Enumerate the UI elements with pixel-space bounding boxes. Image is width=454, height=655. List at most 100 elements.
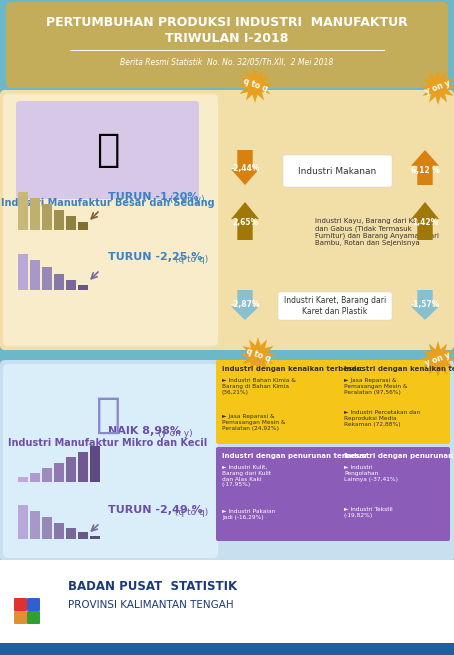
Text: (y on y): (y on y) (167, 195, 205, 204)
FancyBboxPatch shape (14, 611, 27, 624)
Bar (0, 560, 454, 655)
Bar (18, 477, 28, 482)
Polygon shape (349, 482, 387, 532)
Polygon shape (420, 341, 454, 377)
Polygon shape (231, 202, 259, 240)
Polygon shape (349, 387, 387, 442)
Text: TURUN -1,20%: TURUN -1,20% (108, 192, 198, 202)
Text: PROVINSI KALIMANTAN TENGAH: PROVINSI KALIMANTAN TENGAH (68, 600, 234, 610)
Text: TURUN -2,49 %: TURUN -2,49 % (108, 505, 203, 515)
Bar (54, 523, 64, 539)
Text: TURUN -2,25 %: TURUN -2,25 % (108, 252, 202, 262)
Text: Industri Manufaktur Besar dan Sedang: Industri Manufaktur Besar dan Sedang (1, 198, 215, 208)
Text: Industri Manufaktur Mikro dan Kecil: Industri Manufaktur Mikro dan Kecil (8, 438, 207, 448)
Polygon shape (231, 290, 259, 320)
Text: ► Industri Bahan Kimia &
Barang di Bahan Kimia
(36,21%): ► Industri Bahan Kimia & Barang di Bahan… (222, 378, 296, 394)
FancyBboxPatch shape (3, 364, 218, 558)
Text: Industri dengan penurunan terbesar:: Industri dengan penurunan terbesar: (344, 453, 454, 459)
Text: 2,65%: 2,65% (232, 217, 258, 227)
Bar (18, 254, 28, 290)
FancyBboxPatch shape (27, 598, 40, 611)
FancyBboxPatch shape (338, 447, 450, 541)
Polygon shape (411, 150, 439, 185)
Text: Industri Karet, Barang dari
Karet dan Plastik: Industri Karet, Barang dari Karet dan Pl… (284, 296, 386, 316)
FancyBboxPatch shape (216, 447, 340, 541)
Text: BADAN PUSAT  STATISTIK: BADAN PUSAT STATISTIK (68, 580, 237, 593)
Text: (q to q): (q to q) (172, 508, 208, 517)
Polygon shape (411, 290, 439, 320)
Bar (30, 511, 40, 539)
Text: Industri dengan penurunan terbesar:: Industri dengan penurunan terbesar: (222, 453, 370, 459)
Bar (0, 643, 454, 655)
FancyBboxPatch shape (3, 94, 218, 346)
Bar (54, 210, 64, 230)
Bar (42, 204, 52, 230)
Polygon shape (231, 150, 259, 185)
Text: 🏢: 🏢 (95, 394, 120, 436)
FancyBboxPatch shape (0, 360, 454, 562)
Bar (54, 274, 64, 290)
Bar (30, 260, 40, 290)
Text: 1,42%: 1,42% (412, 217, 438, 227)
Text: -2,87%: -2,87% (230, 301, 260, 310)
Bar (78, 222, 88, 230)
FancyBboxPatch shape (27, 611, 40, 624)
Polygon shape (229, 482, 267, 532)
Text: -1,57%: -1,57% (410, 301, 439, 310)
Text: ► Industri Percetakan dan
Reproduksi Media
Rekaman (72,88%): ► Industri Percetakan dan Reproduksi Med… (344, 410, 420, 426)
Bar (18, 192, 28, 230)
Text: NAIK 8,98%: NAIK 8,98% (108, 426, 181, 436)
Bar (42, 517, 52, 539)
Text: Industri dengan kenaikan terbesar:: Industri dengan kenaikan terbesar: (344, 366, 454, 372)
Text: ► Jasa Reparasi &
Pemasangan Mesin &
Peralatan (24,92%): ► Jasa Reparasi & Pemasangan Mesin & Per… (222, 414, 286, 430)
Polygon shape (420, 69, 454, 105)
FancyBboxPatch shape (6, 2, 448, 88)
Polygon shape (229, 387, 267, 442)
Bar (78, 285, 88, 290)
Text: PERTUMBUHAN PRODUKSI INDUSTRI  MANUFAKTUR: PERTUMBUHAN PRODUKSI INDUSTRI MANUFAKTUR (46, 16, 408, 29)
Text: q to q: q to q (245, 346, 271, 364)
FancyBboxPatch shape (338, 360, 450, 444)
Polygon shape (240, 337, 276, 373)
Text: y on y: y on y (424, 350, 452, 367)
Text: ► Jasa Reparasi &
Pemasangan Mesin &
Peralatan (97,56%): ► Jasa Reparasi & Pemasangan Mesin & Per… (344, 378, 408, 394)
Text: y on y: y on y (424, 79, 452, 96)
Text: ► Industri Pakaian
Jadi (-16,29%): ► Industri Pakaian Jadi (-16,29%) (222, 509, 275, 520)
FancyBboxPatch shape (16, 101, 199, 199)
Bar (78, 452, 88, 482)
Text: Industri Makanan: Industri Makanan (298, 166, 376, 176)
Polygon shape (411, 202, 439, 240)
Bar (66, 528, 76, 539)
Text: 🏭: 🏭 (96, 131, 120, 169)
Text: (q to q): (q to q) (172, 255, 208, 264)
Text: ► Industri
Pengolahan
Lainnya (-37,41%): ► Industri Pengolahan Lainnya (-37,41%) (344, 465, 398, 481)
Bar (30, 473, 40, 482)
Bar (66, 457, 76, 482)
Text: Industri Kayu, Barang dari Kayu
dan Gabus (Tidak Termasuk
Furnitur) dan Barang A: Industri Kayu, Barang dari Kayu dan Gabu… (315, 218, 439, 246)
Bar (54, 463, 64, 482)
FancyBboxPatch shape (0, 90, 454, 350)
Text: ► Industri Kulit,
Barang dari Kulit
dan Alas Kaki
(-17,95%): ► Industri Kulit, Barang dari Kulit dan … (222, 465, 271, 487)
Bar (78, 532, 88, 539)
Text: 6,12 %: 6,12 % (410, 166, 439, 174)
Bar (42, 267, 52, 290)
Bar (18, 505, 28, 539)
FancyBboxPatch shape (278, 292, 392, 320)
Text: ► Industri Tekstil
(-19,82%): ► Industri Tekstil (-19,82%) (344, 507, 393, 518)
Text: -2,44%: -2,44% (230, 164, 260, 172)
Text: TRIWULAN I-2018: TRIWULAN I-2018 (165, 31, 289, 45)
Bar (30, 198, 40, 230)
FancyBboxPatch shape (216, 360, 340, 444)
Bar (42, 468, 52, 482)
FancyBboxPatch shape (14, 598, 27, 611)
Text: Berita Resmi Statistik  No. No. 32/05/Th.XII,  2 Mei 2018: Berita Resmi Statistik No. No. 32/05/Th.… (120, 58, 334, 67)
Bar (90, 536, 100, 539)
Bar (90, 446, 100, 482)
Bar (66, 280, 76, 290)
FancyBboxPatch shape (283, 155, 392, 187)
Text: Industri dengan kenaikan terbesar:: Industri dengan kenaikan terbesar: (222, 366, 363, 372)
Bar (66, 216, 76, 230)
Polygon shape (237, 67, 273, 103)
Text: q to q: q to q (242, 77, 268, 94)
Text: (y on y): (y on y) (155, 429, 192, 438)
